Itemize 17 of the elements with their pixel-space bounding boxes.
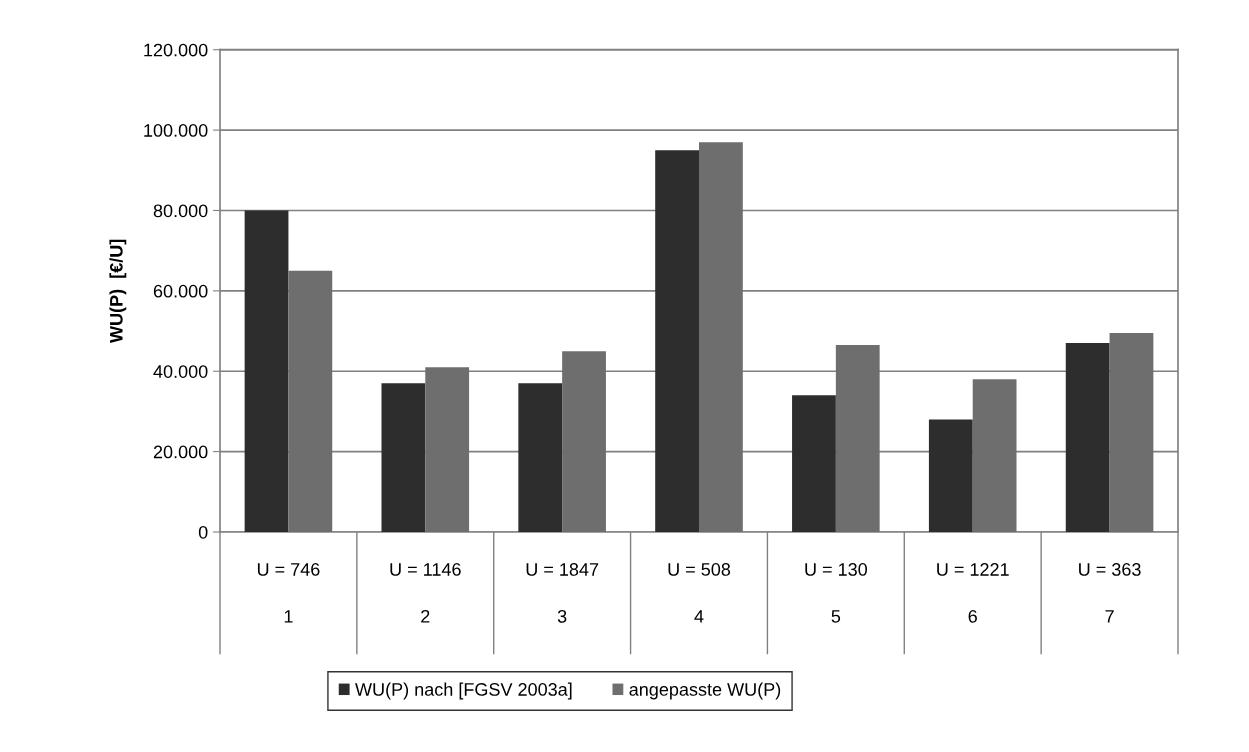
category-label: U = 746 1 — [257, 563, 320, 623]
y-tick-label: 20.000 — [153, 445, 208, 459]
category-label: U = 130 5 — [805, 563, 868, 623]
y-tick-label: 100.000 — [144, 124, 208, 137]
y-tick-label: 120.000 — [144, 43, 208, 57]
category-label: U = 508 4 — [668, 563, 731, 623]
category-label: U = 1847 3 — [526, 563, 599, 623]
legend-label: angepasste WU(P) — [629, 682, 781, 700]
y-tick-label: 0 — [198, 525, 208, 539]
legend-label: WU(P) nach [FGSV 2003a] — [355, 682, 572, 700]
category-label: U = 363 7 — [1079, 563, 1141, 623]
y-tick-label: 40.000 — [153, 365, 208, 378]
y-tick-label: 60.000 — [153, 284, 208, 298]
category-label: U = 1221 6 — [937, 563, 1009, 623]
y-tick-label: 80.000 — [153, 204, 208, 218]
category-label: U = 1146 2 — [390, 563, 461, 623]
y-axis-title: WU(P) [€/U] — [109, 239, 127, 343]
